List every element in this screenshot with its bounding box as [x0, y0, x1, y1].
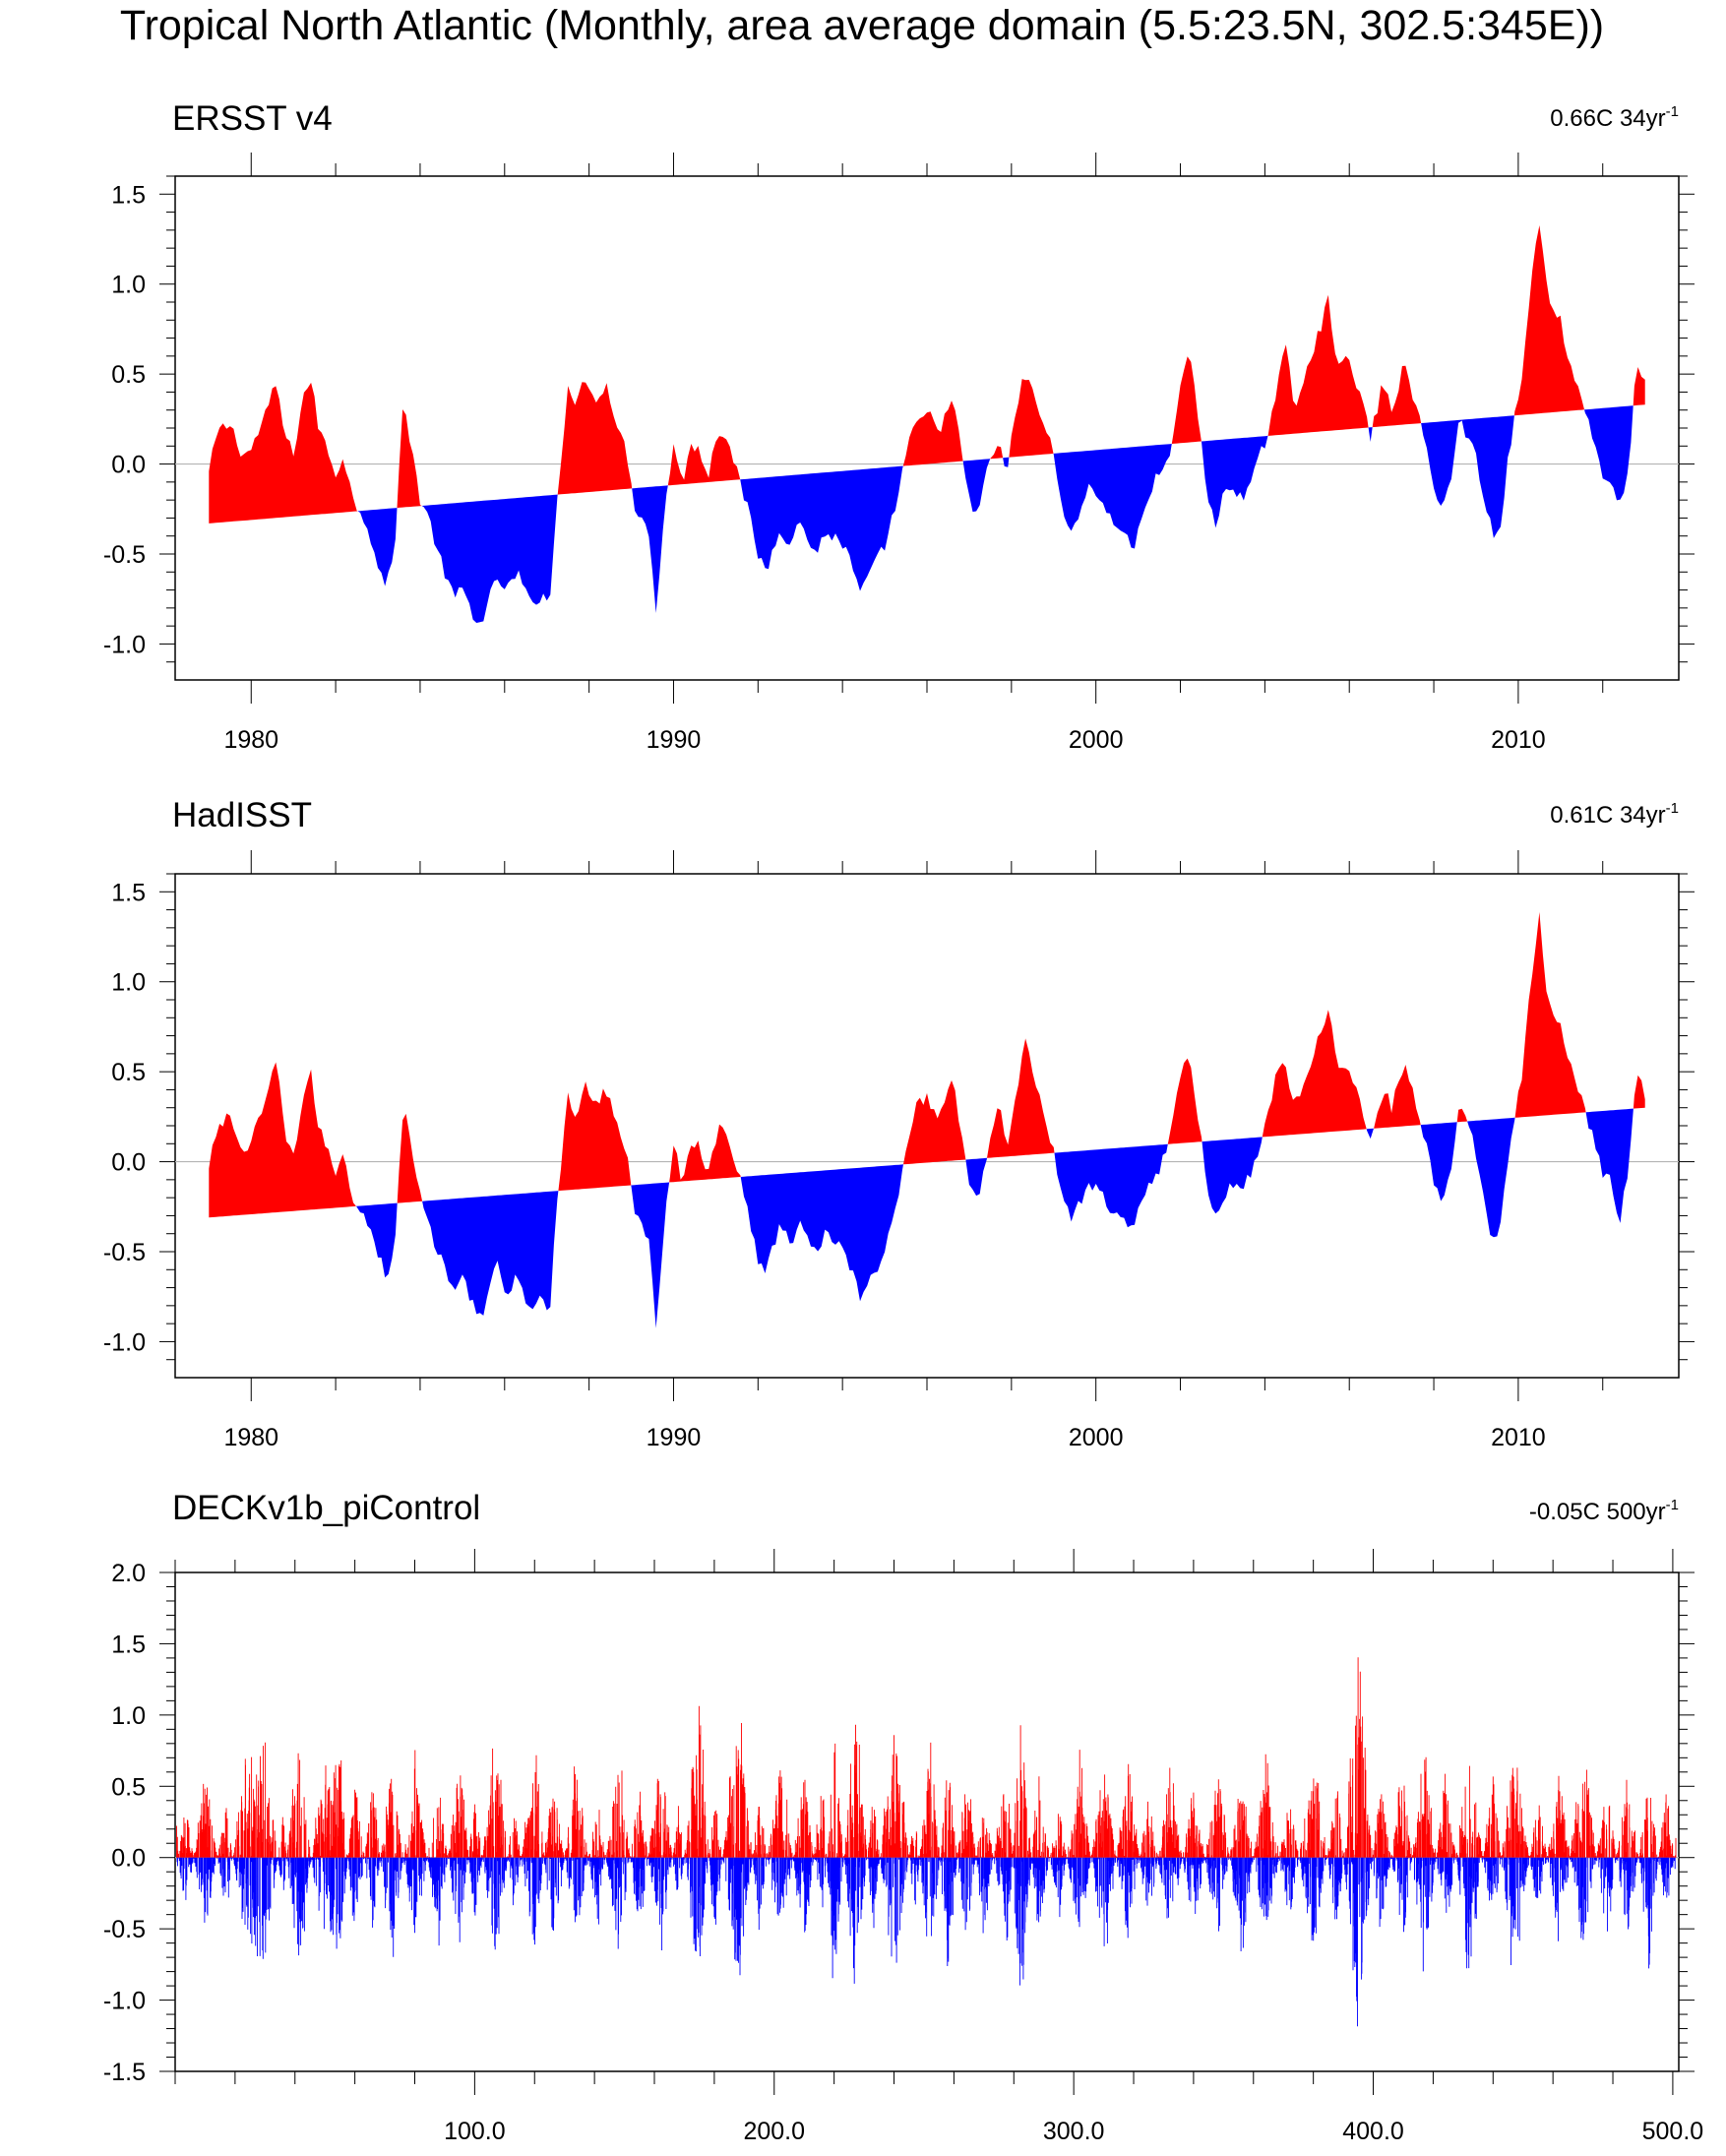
x-tick-label: 1980	[223, 726, 278, 754]
panel-label: ERSST v4	[172, 99, 333, 138]
negative-anomaly-area-17	[1420, 1122, 1457, 1201]
x-tick-label: 300.0	[1043, 2118, 1105, 2145]
y-tick-label: 1.0	[111, 969, 146, 997]
negative-anomaly-area-5	[632, 485, 668, 613]
positive-anomaly-area-22	[1633, 367, 1645, 406]
positive-anomaly-area-6	[667, 436, 741, 486]
negative-anomaly-area-9	[962, 459, 991, 513]
plot-frame	[174, 1571, 1680, 2072]
negative-anomaly-area-11	[1054, 1143, 1168, 1228]
negative-anomaly-area-19	[1467, 1117, 1515, 1238]
x-tick-label: 500.0	[1642, 2118, 1704, 2145]
x-tick-label: 2000	[1069, 1424, 1124, 1451]
positive-anomaly-area-14	[1262, 1010, 1367, 1138]
y-tick-label: 0.5	[111, 361, 146, 389]
positive-anomaly-area-16	[1374, 1065, 1421, 1129]
panel-ersst: ERSST v4 0.66C 34yr-1 -1.0 -0.5 0.0 0.5 1.0 1…	[103, 99, 1695, 754]
positive-anomaly-area-0	[209, 1062, 356, 1218]
y-tick-label: 0.0	[111, 1845, 146, 1873]
negative-anomaly-area-21	[1585, 1108, 1634, 1223]
negative-anomaly-area-7	[740, 1164, 903, 1302]
y-tick-label: 0.5	[111, 1059, 146, 1086]
negative-anomaly-area-13	[1202, 1137, 1263, 1214]
y-tick-label: -1.0	[103, 1988, 146, 2015]
negative-anomaly-area-1	[357, 508, 398, 586]
y-tick-label: 1.0	[111, 1702, 146, 1730]
panel-label: HadISST	[172, 796, 312, 834]
y-tick-label: -0.5	[103, 1239, 146, 1266]
negative-anomaly-area-1	[355, 1202, 398, 1278]
y-tick-label: 1.5	[111, 879, 146, 906]
negative-anomaly-area-17	[1368, 427, 1373, 442]
y-tick-label: -0.5	[103, 541, 146, 569]
positive-anomaly-area-14	[1171, 356, 1202, 444]
y-tick-label: 0.5	[111, 1773, 146, 1801]
positive-anomaly-area-8	[902, 400, 963, 466]
y-tick-label: 1.5	[111, 1631, 146, 1658]
axes: -1.5 -1.0 -0.5 0.0 0.5 1.0 1.5 2.0 100.0 200.0 300…	[103, 1549, 1703, 2145]
x-tick-label: 100.0	[444, 2118, 506, 2145]
positive-anomaly-area-18	[1372, 365, 1422, 428]
positive-anomaly-area-6	[669, 1124, 741, 1183]
negative-anomaly-area-13	[1053, 444, 1172, 549]
positive-anomaly-area-10	[987, 1038, 1055, 1158]
negative-anomaly-area-11	[1003, 457, 1010, 467]
y-tick-label: -0.5	[103, 1916, 146, 1943]
axes: -1.0 -0.5 0.0 0.5 1.0 1.5 1980 1990 2000 2010	[103, 153, 1695, 754]
trend-label: -0.05C 500yr-1	[1529, 1497, 1679, 1525]
x-tick-label: 2010	[1491, 726, 1546, 754]
positive-anomaly-area-20	[1514, 911, 1586, 1118]
positive-anomaly-area-0	[209, 382, 358, 524]
positive-anomaly-area-8	[903, 1079, 966, 1165]
positive-anomaly-area-20	[1513, 225, 1584, 416]
negative-anomaly-area-19	[1421, 415, 1514, 538]
x-tick-label: 1990	[647, 1424, 702, 1451]
y-tick-label: 2.0	[111, 1560, 146, 1587]
trend-label: 0.66C 34yr-1	[1550, 103, 1679, 132]
positive-anomaly-area-12	[1167, 1058, 1202, 1144]
x-tick-label: 2010	[1491, 1424, 1546, 1451]
positive-bars	[176, 1657, 1677, 1858]
positive-anomaly-area-4	[557, 382, 633, 495]
y-tick-label: 1.5	[111, 181, 146, 209]
trend-label: 0.61C 34yr-1	[1550, 800, 1679, 829]
panel-hadisst: HadISST 0.61C 34yr-1 -1.0 -0.5 0.0 0.5 1.0 1.…	[103, 796, 1695, 1451]
series-area	[175, 225, 1679, 623]
positive-anomaly-area-2	[397, 1113, 423, 1203]
panel-picontrol: DECKv1b_piControl -0.05C 500yr-1 -1.5-1.…	[103, 1489, 1703, 2145]
negative-anomaly-area-3	[422, 1191, 559, 1316]
positive-anomaly-area-2	[397, 409, 422, 509]
y-tick-label: 1.0	[111, 272, 146, 299]
negative-bars	[176, 1857, 1676, 2027]
x-tick-label: 1980	[223, 1424, 278, 1451]
negative-anomaly-area-5	[631, 1182, 670, 1328]
negative-anomaly-area-9	[965, 1157, 987, 1197]
negative-anomaly-area-7	[740, 465, 903, 591]
positive-anomaly-area-18	[1456, 1108, 1468, 1123]
figure-title: Tropical North Atlantic (Monthly, area a…	[120, 2, 1604, 49]
axes: -1.0 -0.5 0.0 0.5 1.0 1.5 1980 1990 2000 2010	[103, 850, 1695, 1451]
x-tick-label: 200.0	[743, 2118, 805, 2145]
y-tick-label: -1.0	[103, 631, 146, 658]
negative-anomaly-area-15	[1201, 435, 1268, 528]
positive-anomaly-area-4	[558, 1081, 632, 1192]
negative-anomaly-area-15	[1366, 1128, 1374, 1140]
positive-anomaly-area-10	[990, 446, 1004, 460]
series-area	[175, 911, 1679, 1328]
negative-anomaly-area-21	[1584, 405, 1634, 501]
negative-anomaly-area-3	[421, 494, 558, 623]
series-bars	[175, 1657, 1679, 2027]
positive-anomaly-area-22	[1633, 1075, 1645, 1109]
y-tick-label: 0.0	[111, 1149, 146, 1177]
x-tick-label: 1990	[647, 726, 702, 754]
panel-label: DECKv1b_piControl	[172, 1489, 480, 1527]
positive-anomaly-area-16	[1267, 294, 1369, 436]
x-tick-label: 400.0	[1342, 2118, 1404, 2145]
y-tick-label: -1.5	[103, 2059, 146, 2086]
positive-anomaly-area-12	[1009, 379, 1054, 458]
y-tick-label: -1.0	[103, 1328, 146, 1356]
y-tick-label: 0.0	[111, 452, 146, 479]
x-tick-label: 2000	[1069, 726, 1124, 754]
